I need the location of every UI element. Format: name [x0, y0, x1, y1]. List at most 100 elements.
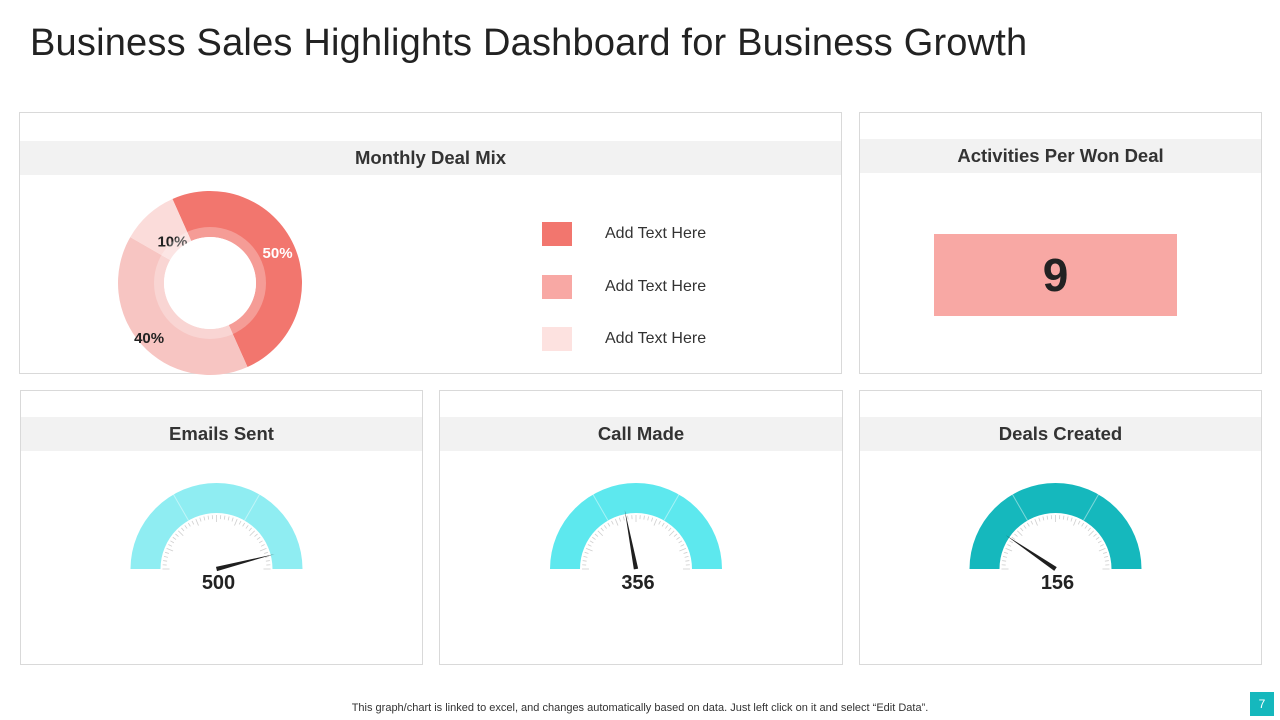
gauge-band — [130, 483, 303, 569]
gauge-tick — [172, 536, 177, 540]
gauge-tick — [684, 556, 689, 558]
call-made-panel[interactable]: Call Made 356 — [439, 390, 843, 665]
gauge-tick — [1073, 518, 1077, 526]
deals-created-panel[interactable]: Deals Created 156 — [859, 390, 1262, 665]
gauge-tick — [260, 544, 265, 547]
page-number-badge: 7 — [1250, 692, 1274, 716]
gauge-tick — [673, 533, 678, 537]
gauge-tick — [679, 547, 687, 552]
gauge-tick — [1020, 527, 1024, 532]
emails-sent-gauge[interactable]: 500 — [21, 471, 422, 621]
donut-slice-2[interactable] — [117, 237, 248, 375]
gauge-separator-1 — [592, 494, 609, 521]
gauge-tick — [231, 517, 234, 522]
gauge-value-label: 356 — [621, 572, 654, 594]
gauge-tick — [1007, 544, 1012, 547]
gauge-tick — [1030, 520, 1034, 525]
deals-created-gauge[interactable]: 156 — [860, 471, 1261, 621]
deals-created-title: Deals Created — [860, 417, 1261, 451]
gauge-tick — [607, 522, 611, 527]
gauge-tick — [259, 547, 267, 552]
gauge-separator-1 — [1012, 494, 1028, 521]
gauge-tick — [614, 518, 619, 526]
gauge-needle — [624, 510, 639, 570]
gauge-tick — [245, 525, 249, 529]
gauge-tick — [685, 560, 690, 562]
gauge-tick — [668, 530, 675, 537]
gauge-tick — [597, 530, 604, 537]
gauge-tick — [258, 540, 263, 544]
gauge-tick — [1093, 533, 1097, 537]
gauge-tick — [1042, 516, 1045, 521]
gauge-tick — [584, 551, 589, 554]
gauge-tick — [238, 520, 242, 525]
donut-hole — [164, 237, 256, 329]
gauge-tick — [603, 525, 607, 529]
gauge-band — [969, 483, 1142, 569]
activities-per-won-deal-title: Activities Per Won Deal — [860, 139, 1261, 173]
gauge-tick — [265, 560, 270, 562]
donut-label-1: 50% — [263, 245, 293, 262]
legend-swatch-3 — [542, 327, 572, 351]
call-made-gauge[interactable]: 356 — [440, 471, 842, 621]
gauge-tick — [165, 551, 170, 554]
gauge-tick — [1017, 530, 1023, 537]
gauge-tick — [582, 560, 587, 562]
gauge-tick — [1002, 560, 1007, 562]
gauge-tick — [170, 540, 175, 544]
gauge-tick — [242, 522, 246, 527]
donut-slice-3[interactable] — [130, 198, 192, 261]
gauge-tick — [665, 525, 669, 529]
activities-kpi-value: 9 — [934, 234, 1177, 316]
gauge-tick — [1084, 525, 1088, 529]
activities-per-won-deal-panel[interactable]: Activities Per Won Deal 9 — [859, 112, 1262, 374]
legend-label-3: Add Text Here — [605, 330, 707, 347]
gauge-tick — [265, 556, 270, 558]
gauge-tick — [1038, 517, 1041, 522]
gauge-tick — [661, 522, 665, 527]
gauge-tick — [1014, 533, 1018, 537]
gauge-ticks — [162, 515, 271, 570]
gauge-tick — [1070, 517, 1073, 522]
gauge-tick — [1009, 540, 1014, 544]
gauge-tick — [1088, 530, 1094, 537]
gauge-tick — [680, 544, 685, 547]
gauge-separator-2 — [663, 494, 680, 521]
gauge-tick — [683, 551, 688, 554]
gauge-tick — [1066, 516, 1069, 521]
gauge-tick — [589, 540, 594, 544]
gauge-tick — [1002, 556, 1007, 558]
gauge-tick — [647, 516, 649, 521]
donut-slice-1[interactable] — [172, 191, 302, 368]
gauge-tick — [223, 515, 226, 520]
gauge-tick — [1034, 518, 1038, 526]
gauge-tick — [676, 536, 680, 540]
gauge-tick — [1087, 527, 1091, 532]
gauge-tick — [184, 525, 188, 529]
gauge-separator-1 — [173, 494, 189, 521]
gauge-tick — [1046, 515, 1049, 520]
gauge-tick — [583, 556, 588, 558]
emails-sent-panel[interactable]: Emails Sent 500 — [20, 390, 423, 665]
gauge-tick — [249, 530, 255, 537]
gauge-tick — [1023, 525, 1027, 529]
gauge-needle — [1005, 535, 1057, 571]
emails-sent-title: Emails Sent — [21, 417, 422, 451]
gauge-tick — [600, 527, 604, 532]
gauge-tick — [592, 536, 596, 540]
gauge-tick — [618, 517, 621, 522]
legend-label-1: Add Text Here — [605, 225, 707, 242]
gauge-tick — [191, 520, 195, 525]
gauge-value-label: 156 — [1041, 572, 1074, 594]
gauge-tick — [651, 517, 654, 522]
monthly-deal-mix-panel[interactable]: Monthly Deal Mix 50% 40% 10% Add Text Here… — [19, 112, 842, 375]
gauge-tick — [668, 527, 672, 532]
gauge-tick — [1097, 540, 1102, 544]
gauge-tick — [187, 522, 191, 527]
gauge-tick — [1098, 547, 1106, 552]
gauge-tick — [254, 533, 258, 537]
gauge-tick — [199, 517, 202, 522]
donut-chart[interactable]: 50% 40% 10% — [110, 183, 310, 383]
gauge-tick — [1062, 515, 1065, 520]
gauge-separator-2 — [1083, 494, 1099, 521]
